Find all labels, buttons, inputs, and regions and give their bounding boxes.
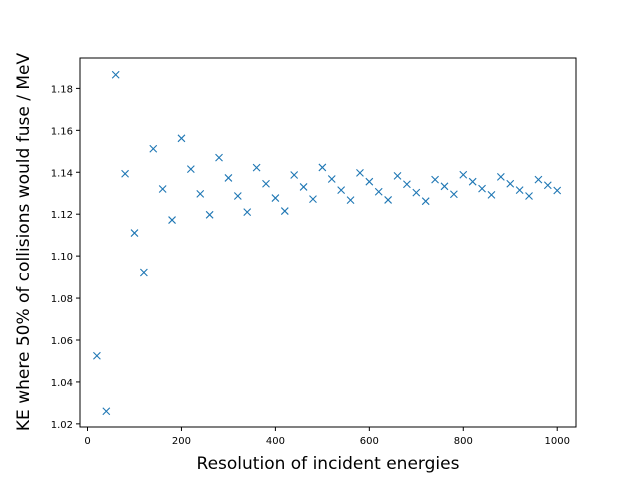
data-point bbox=[102, 407, 111, 416]
y-tick-label: 1.14 bbox=[51, 168, 73, 179]
x-axis-ticks: 0 200 400 600 800 1000 bbox=[84, 427, 570, 447]
data-point bbox=[290, 171, 299, 179]
x-tick-label: 200 bbox=[172, 436, 191, 447]
plot-area bbox=[80, 58, 576, 427]
data-point bbox=[421, 197, 430, 206]
data-point bbox=[149, 144, 158, 153]
data-point bbox=[412, 188, 421, 197]
data-point bbox=[233, 192, 242, 200]
data-point bbox=[186, 165, 195, 174]
data-point bbox=[252, 163, 261, 172]
data-point bbox=[459, 170, 468, 179]
data-point bbox=[525, 192, 533, 200]
data-point bbox=[515, 186, 524, 194]
data-point bbox=[139, 268, 148, 277]
y-tick-label: 1.08 bbox=[51, 294, 73, 305]
data-point bbox=[318, 163, 327, 172]
plot-frame bbox=[79, 57, 577, 428]
data-point bbox=[327, 175, 336, 183]
data-point bbox=[262, 179, 270, 188]
data-point bbox=[196, 189, 205, 198]
x-tick-label: 400 bbox=[266, 436, 285, 447]
x-tick-label: 1000 bbox=[544, 436, 569, 447]
data-point bbox=[346, 196, 355, 205]
data-point bbox=[506, 179, 515, 188]
x-tick-label: 0 bbox=[84, 436, 90, 447]
y-tick-label: 1.18 bbox=[51, 84, 73, 95]
data-point bbox=[224, 174, 233, 182]
data-point bbox=[384, 196, 393, 204]
data-point bbox=[215, 153, 223, 162]
data-point bbox=[431, 175, 439, 184]
y-tick-label: 1.02 bbox=[51, 420, 73, 431]
data-point bbox=[111, 70, 120, 79]
data-point bbox=[543, 181, 552, 190]
data-point bbox=[243, 208, 252, 216]
data-point bbox=[403, 180, 411, 189]
y-tick-label: 1.16 bbox=[51, 126, 73, 137]
data-point bbox=[93, 351, 101, 360]
x-tick-label: 600 bbox=[360, 436, 379, 447]
data-point bbox=[496, 172, 505, 181]
data-point bbox=[374, 187, 383, 196]
data-point bbox=[449, 190, 458, 199]
data-point bbox=[393, 171, 402, 180]
y-axis-label: KE where 50% of collisions would fuse / … bbox=[14, 53, 34, 432]
data-point bbox=[130, 229, 139, 237]
data-point bbox=[121, 169, 129, 178]
data-point bbox=[478, 184, 486, 193]
data-point bbox=[337, 186, 346, 194]
y-tick-label: 1.04 bbox=[51, 378, 73, 389]
data-point bbox=[553, 186, 562, 195]
y-tick-label: 1.10 bbox=[51, 252, 73, 263]
data-point bbox=[534, 175, 543, 184]
x-axis-label: Resolution of incident energies bbox=[197, 454, 460, 474]
data-point bbox=[271, 194, 280, 202]
data-point bbox=[299, 183, 308, 191]
y-tick-label: 1.06 bbox=[51, 336, 73, 347]
data-point bbox=[158, 185, 167, 193]
data-point bbox=[356, 169, 364, 177]
data-point bbox=[309, 195, 317, 203]
data-point bbox=[168, 216, 176, 224]
data-point bbox=[205, 210, 214, 219]
data-point bbox=[440, 182, 449, 191]
x-tick-label: 800 bbox=[454, 436, 473, 447]
data-point bbox=[280, 207, 289, 215]
data-point bbox=[487, 191, 496, 199]
y-tick-label: 1.12 bbox=[51, 210, 73, 221]
data-points bbox=[93, 70, 562, 416]
y-axis-ticks: 1.02 1.04 1.06 1.08 1.10 1.12 1.14 1.16 1.18 bbox=[51, 84, 80, 431]
data-point bbox=[365, 177, 374, 186]
data-point bbox=[468, 177, 477, 186]
data-point bbox=[177, 134, 186, 143]
